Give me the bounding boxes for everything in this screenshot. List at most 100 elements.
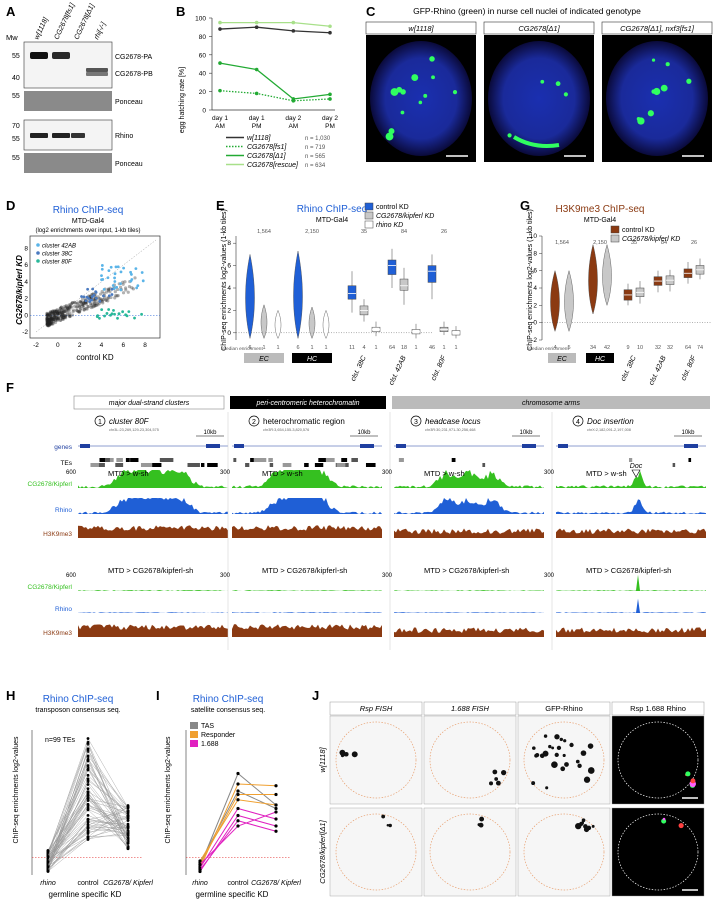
j-col-header: 1.688 FISH (451, 704, 490, 713)
d-point (45, 320, 49, 324)
violin (260, 304, 268, 339)
i-point (274, 810, 278, 814)
j-foci (569, 742, 574, 748)
j-foci (575, 759, 580, 764)
h-point (86, 818, 90, 821)
d-point (56, 311, 60, 315)
d-point-80f (140, 312, 143, 316)
j-nucleus-outline (617, 721, 699, 799)
b-point (254, 25, 259, 30)
i-point (236, 824, 240, 828)
d-subtitle: MTD-Gal4 (72, 218, 104, 225)
b-ytick-label: 60 (199, 52, 207, 59)
b-legend-n: n = 634 (305, 163, 326, 169)
i-ylabel: ChIP-seq enrichments log2-values (165, 736, 172, 843)
d-point (48, 321, 52, 326)
d-point (45, 322, 49, 326)
g-median: 42 (604, 345, 610, 351)
d-ytick: -2 (22, 329, 28, 336)
d-point (56, 311, 60, 315)
h-point (86, 829, 90, 833)
f-row-label: Rhino (55, 507, 72, 514)
e-ytick-label: 4 (227, 285, 231, 292)
g-ytick-label: 8 (533, 250, 537, 257)
j-foci (479, 816, 485, 822)
f-te (398, 458, 404, 462)
d-point (58, 306, 62, 311)
d-point-80f (98, 316, 101, 320)
d-point (52, 313, 56, 318)
j-foci (542, 750, 549, 757)
d-point (72, 308, 76, 312)
d-xtick: 6 (121, 342, 125, 349)
d-point-42ab (129, 270, 133, 274)
d-point (47, 321, 52, 325)
d-point (73, 301, 77, 305)
d-point-80f (113, 312, 116, 316)
d-point (68, 311, 72, 315)
d-point (68, 314, 72, 319)
b-legend-n: n = 565 (305, 154, 326, 160)
h-point (86, 783, 90, 786)
j-foci (564, 762, 569, 767)
b-point (254, 20, 259, 25)
d-point (45, 323, 49, 327)
d-point (46, 316, 50, 320)
d-point (121, 282, 125, 286)
f-te (116, 458, 123, 462)
f-te (688, 458, 692, 462)
e-legend-label: rhino KD (376, 222, 403, 229)
g-ytick-label: 6 (533, 268, 537, 275)
d-point (75, 308, 79, 313)
d-scatter: cluster 42AB cluster 38C cluster 80F -2 -2 0 0… (22, 239, 160, 349)
f-signal-track (556, 470, 706, 488)
ponceau-marker-2: 55 (12, 155, 20, 162)
d-point (78, 308, 82, 312)
d-point (49, 321, 53, 325)
e-median: 1 (454, 345, 457, 351)
ponceau-marker-1: 55 (12, 93, 20, 100)
d-point (49, 319, 54, 324)
d-point-38c (98, 299, 102, 303)
f-signal-track (394, 590, 544, 591)
c-image-label: CG2678[Δ1] (518, 24, 560, 33)
f-header: major dual-strand clusters (109, 400, 190, 407)
d-point (121, 280, 125, 284)
j-col-header-box (517, 701, 611, 716)
f-signal-track (78, 498, 228, 514)
h-point (86, 741, 90, 745)
h-ylabel: ChIP-seq enrichments log2-values (13, 736, 20, 843)
d-point (48, 322, 52, 326)
d-point (45, 318, 49, 323)
f-te (115, 463, 124, 467)
d-point (52, 315, 56, 319)
d-point (123, 280, 127, 284)
f-te (451, 458, 456, 462)
d-point (104, 290, 109, 294)
d-point (93, 304, 97, 308)
d-point (92, 303, 96, 307)
d-point (52, 316, 56, 321)
d-point (45, 316, 49, 320)
c-foci (637, 117, 645, 125)
g-ytick-label: -2 (531, 337, 537, 344)
f-te (233, 458, 237, 462)
d-point-80f (121, 310, 125, 314)
d-point (46, 319, 50, 324)
d-point (45, 311, 49, 315)
d-point (50, 317, 55, 321)
f-region-num: 1 (98, 419, 102, 426)
j-col-header-box (329, 701, 423, 716)
d-point-38c (89, 298, 93, 302)
b-series-line (220, 21, 331, 27)
d-point (55, 311, 60, 315)
d-point (52, 311, 56, 315)
d-point-42ab (119, 282, 122, 286)
j-image (611, 807, 705, 897)
c-foci (452, 90, 458, 95)
d-point (61, 307, 65, 311)
f-signal-track (78, 470, 228, 488)
e-median: 6 (296, 345, 299, 351)
j-foci (685, 771, 691, 777)
d-point-42ab (106, 276, 110, 280)
